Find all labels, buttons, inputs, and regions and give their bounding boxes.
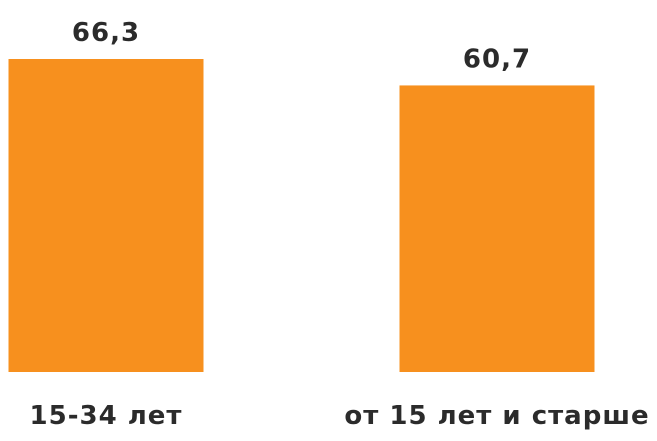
category-label-2: от 15 лет и старше bbox=[344, 401, 649, 431]
bar-1 bbox=[8, 59, 204, 372]
data-label-1: 66,3 bbox=[72, 18, 140, 48]
bars-layer bbox=[8, 59, 595, 372]
data-label-2: 60,7 bbox=[463, 44, 531, 74]
category-labels-layer: 15-34 лет от 15 лет и старше bbox=[30, 401, 649, 431]
bar-2 bbox=[399, 85, 595, 372]
value-labels-layer: 66,3 60,7 bbox=[72, 18, 531, 74]
category-label-1: 15-34 лет bbox=[30, 401, 183, 431]
